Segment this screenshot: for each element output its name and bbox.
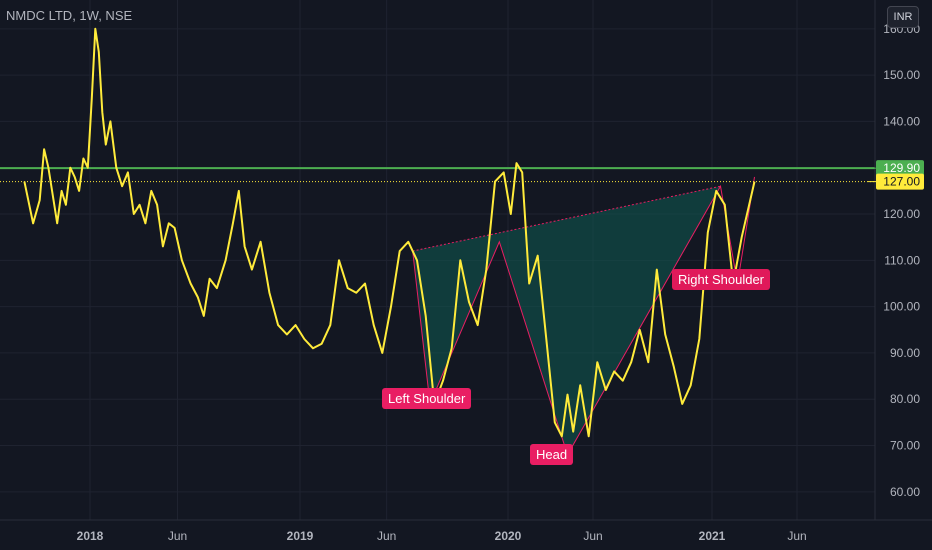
x-tick-label: Jun <box>377 529 396 543</box>
symbol-title: NMDC LTD, 1W, NSE <box>6 8 133 23</box>
x-tick-label: 2021 <box>699 529 726 543</box>
level-tag-bg-1 <box>876 173 924 190</box>
level-tag-bg-0 <box>876 160 924 177</box>
y-tick-label: 110.00 <box>884 253 920 267</box>
x-tick-label: 2018 <box>77 529 104 543</box>
y-tick-label: 70.00 <box>890 439 920 453</box>
x-tick-label: 2020 <box>495 529 522 543</box>
level-tag-label-1: 127.00 <box>883 175 920 189</box>
y-tick-label: 150.00 <box>883 68 920 82</box>
pattern-fill <box>412 186 721 455</box>
y-tick-label: 80.00 <box>890 392 920 406</box>
y-axis-panel <box>875 0 932 550</box>
y-tick-label: 140.00 <box>883 114 920 128</box>
pattern-neckline <box>412 185 721 252</box>
price-series-line <box>23 27 756 438</box>
y-tick-label: 60.00 <box>890 485 920 499</box>
left-shoulder-label: Left Shoulder <box>382 388 472 409</box>
right-shoulder-label: Right Shoulder <box>672 269 770 290</box>
y-tick-label: 120.00 <box>883 207 920 221</box>
currency-button[interactable]: INR <box>887 6 919 28</box>
x-tick-label: Jun <box>168 529 187 543</box>
head-label: Head <box>530 444 574 465</box>
x-tick-label: Jun <box>583 529 602 543</box>
x-tick-label: Jun <box>787 529 806 543</box>
y-tick-label: 100.00 <box>883 300 920 314</box>
y-tick-label: 90.00 <box>890 346 920 360</box>
x-tick-label: 2019 <box>287 529 314 543</box>
level-tag-label-0: 129.90 <box>883 161 920 175</box>
